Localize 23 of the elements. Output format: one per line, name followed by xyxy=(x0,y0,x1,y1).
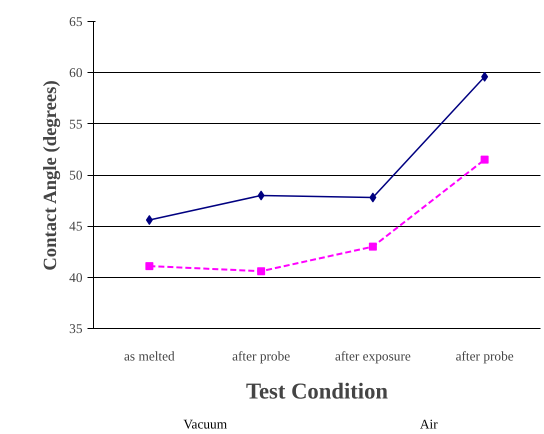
y-tick-label: 55 xyxy=(69,116,83,132)
y-tick-label: 35 xyxy=(69,321,83,336)
x-tick-label: after probe xyxy=(232,348,290,364)
y-tick-label: 50 xyxy=(69,168,83,182)
y-tick-label: 60 xyxy=(69,65,83,80)
text: Air xyxy=(420,416,438,432)
text: Vacuum xyxy=(183,416,228,432)
x-tick-label: as melted xyxy=(124,348,176,364)
x-tick-label: after probe xyxy=(456,348,514,364)
y-tick-label: 40 xyxy=(69,270,83,285)
point xyxy=(481,72,488,82)
point xyxy=(368,242,377,251)
point xyxy=(146,215,153,226)
point xyxy=(257,267,266,276)
point xyxy=(480,156,489,164)
point xyxy=(258,190,265,200)
point xyxy=(145,262,154,270)
x-tick-label: after exposure xyxy=(334,348,411,364)
y-tick-label: 45 xyxy=(69,218,83,234)
x-axis-title: Test Condition xyxy=(246,378,388,404)
point xyxy=(369,192,376,203)
y-tick-label: 65 xyxy=(69,14,83,29)
y-axis-title: Contact Angle (degrees) xyxy=(40,80,62,271)
